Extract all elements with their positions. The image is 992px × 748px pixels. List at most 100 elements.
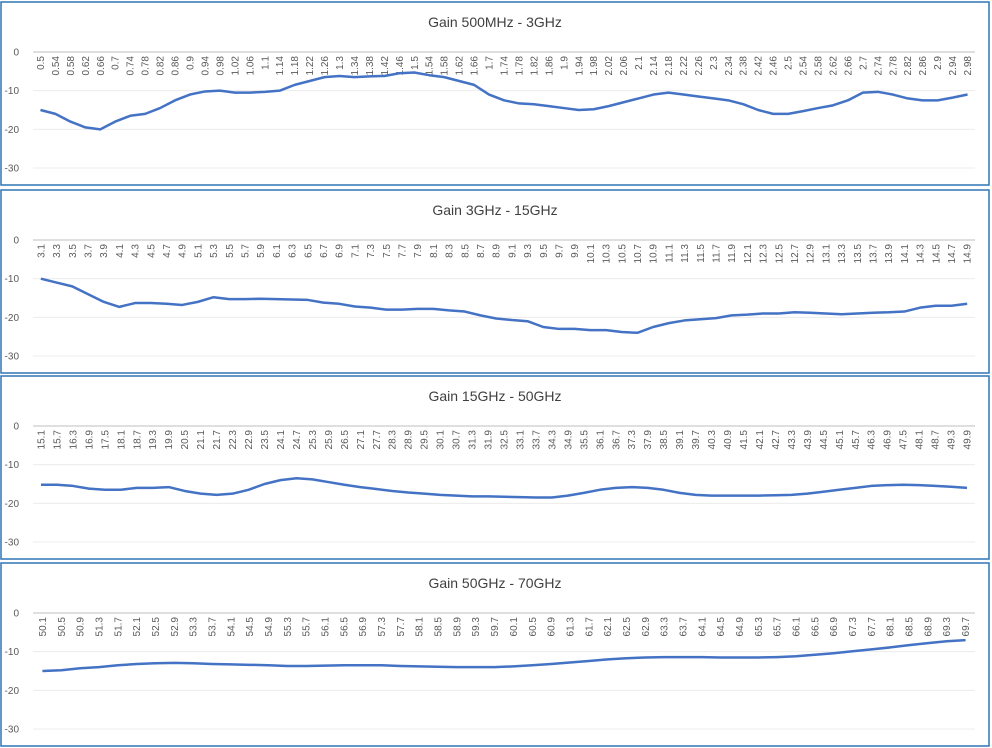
y-tick-label: -30 [5, 725, 20, 736]
y-tick-label: 0 [13, 422, 19, 433]
y-tick-label: -20 [5, 686, 20, 697]
x-tick-label: 60.5 [528, 617, 539, 637]
data-line [40, 71, 968, 131]
x-tick-label: 2.22 [679, 56, 690, 76]
x-tick-label: 1.7 [485, 56, 496, 70]
x-tick-label: 37.3 [627, 430, 638, 450]
x-tick-label: 2.1 [634, 56, 645, 70]
x-tick-label: 13.7 [868, 244, 879, 264]
x-tick-label: 9.3 [523, 244, 534, 258]
panel-frame [0, 1, 990, 186]
x-tick-label: 24.1 [276, 430, 287, 450]
x-tick-label: 68.5 [905, 617, 916, 637]
x-tick-label: 21.7 [212, 430, 223, 450]
x-tick-label: 1.06 [245, 56, 256, 76]
y-tick-label: -10 [5, 647, 20, 658]
x-tick-label: 2.54 [799, 56, 810, 76]
x-tick-label: 65.3 [754, 617, 765, 637]
x-tick-label: 1.82 [529, 56, 540, 76]
x-tick-label: 8.9 [492, 244, 503, 258]
x-tick-label: 2.3 [709, 56, 720, 70]
x-tick-label: 1.54 [425, 56, 436, 76]
x-tick-label: 11.1 [664, 244, 675, 263]
x-tick-label: 35.5 [579, 430, 590, 450]
y-tick-label: -20 [5, 499, 20, 510]
x-tick-label: 1.58 [440, 56, 451, 76]
x-tick-label: 0.5 [36, 56, 47, 70]
x-tick-label: 59.3 [471, 617, 482, 637]
x-tick-label: 2.9 [933, 56, 944, 70]
x-tick-label: 1.94 [574, 56, 585, 76]
x-tick-label: 0.9 [186, 56, 197, 70]
x-tick-label: 36.1 [595, 430, 606, 450]
x-tick-label: 52.5 [151, 617, 162, 637]
x-tick-label: 16.9 [84, 430, 95, 450]
x-tick-label: 58.1 [415, 617, 426, 637]
x-tick-label: 28.3 [388, 430, 399, 450]
x-tick-label: 60.1 [509, 617, 520, 637]
x-tick-label: 2.58 [814, 56, 825, 76]
chart-title: Gain 3GHz - 15GHz [432, 202, 557, 218]
x-tick-label: 49.9 [963, 430, 974, 450]
x-tick-label: 64.9 [735, 617, 746, 637]
x-tick-label: 39.1 [675, 430, 686, 450]
x-tick-label: 2.26 [694, 56, 705, 76]
x-tick-label: 55.3 [283, 617, 294, 637]
x-tick-label: 29.5 [420, 430, 431, 450]
x-tick-label: 17.5 [100, 430, 111, 450]
x-tick-label: 33.7 [531, 430, 542, 450]
x-tick-label: 48.7 [931, 430, 942, 450]
x-tick-label: 33.1 [515, 430, 526, 450]
x-tick-label: 30.1 [436, 430, 447, 450]
x-tick-label: 14.9 [963, 244, 974, 264]
x-tick-label: 0.94 [200, 56, 211, 76]
x-tick-label: 10.3 [602, 244, 613, 264]
x-tick-label: 66.5 [810, 617, 821, 637]
x-tick-label: 2.7 [858, 56, 869, 70]
x-tick-label: 14.1 [900, 244, 911, 264]
chart-title: Gain 15GHz - 50GHz [428, 388, 561, 404]
data-line [40, 277, 968, 335]
x-tick-label: 42.7 [771, 430, 782, 450]
x-tick-label: 27.7 [372, 430, 383, 450]
x-tick-label: 1.42 [380, 56, 391, 76]
x-tick-label: 1.46 [395, 56, 406, 76]
x-tick-label: 25.3 [308, 430, 319, 450]
x-tick-label: 4.1 [115, 244, 126, 258]
x-tick-label: 49.3 [947, 430, 958, 450]
x-tick-label: 61.3 [565, 617, 576, 637]
x-tick-label: 10.5 [617, 244, 628, 264]
x-tick-label: 11.3 [680, 244, 691, 263]
x-tick-label: 6.1 [272, 244, 283, 258]
x-tick-label: 2.78 [888, 56, 899, 76]
x-tick-label: 4.5 [146, 244, 157, 258]
x-tick-label: 58.5 [434, 617, 445, 637]
x-tick-label: 7.3 [366, 244, 377, 258]
x-tick-label: 11.9 [727, 244, 738, 263]
x-tick-label: 67.3 [848, 617, 859, 637]
x-tick-label: 1.74 [500, 56, 511, 76]
x-tick-label: 13.1 [821, 244, 832, 264]
chart-panel: Gain 500MHz - 3GHz 0 -10 -20 -30 0.5 0.54 0.58 0… [0, 1, 990, 186]
x-tick-label: 46.3 [867, 430, 878, 450]
x-tick-label: 63.3 [660, 617, 671, 637]
x-tick-label: 1.14 [275, 56, 286, 76]
x-tick-label: 50.9 [76, 617, 87, 637]
x-tick-label: 8.3 [445, 244, 456, 258]
x-tick-label: 36.7 [611, 430, 622, 450]
x-tick-label: 46.9 [883, 430, 894, 450]
x-tick-label: 52.1 [132, 617, 143, 637]
x-tick-label: 3.7 [83, 244, 94, 258]
x-tick-label: 5.7 [240, 244, 251, 258]
x-tick-label: 19.9 [164, 430, 175, 450]
x-tick-label: 28.9 [404, 430, 415, 450]
x-tick-label: 1.1 [260, 56, 271, 70]
x-tick-label: 2.74 [873, 56, 884, 76]
chart-panel: Gain 15GHz - 50GHz 0 -10 -20 -30 15.1 15.7 16.3… [0, 375, 990, 560]
x-tick-label: 0.66 [96, 56, 107, 76]
x-tick-label: 37.9 [643, 430, 654, 450]
x-tick-label: 19.3 [148, 430, 159, 450]
x-tick-label: 0.78 [141, 56, 152, 76]
x-tick-label: 2.46 [769, 56, 780, 76]
